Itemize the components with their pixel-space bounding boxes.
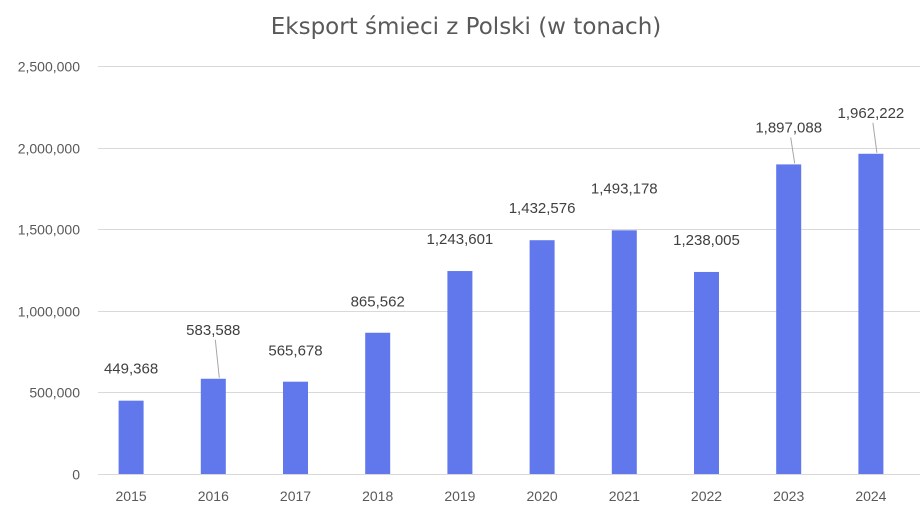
bars: [118, 153, 884, 474]
bar-2021: [611, 230, 637, 474]
data-label-leader-2023: [790, 137, 796, 164]
x-tick-label: 2019: [444, 488, 475, 504]
x-tick-label: 2015: [116, 488, 147, 504]
bar-2017: [283, 381, 308, 474]
bar-2016: [200, 378, 226, 474]
x-tick-label: 2018: [362, 488, 393, 504]
y-axis-ticks: 0 500,000 1,000,000 1,500,000 2,000,000 2,500…: [18, 59, 81, 483]
gridlines: [98, 66, 920, 475]
data-label-2017: 565,678: [268, 343, 322, 360]
x-tick-label: 2023: [773, 488, 804, 504]
data-label-2019: 1,243,601: [427, 231, 494, 248]
data-label-2021: 1,493,178: [591, 180, 658, 197]
bar-2015: [118, 400, 144, 474]
bar-2020: [529, 240, 555, 474]
chart-title: Eksport śmieci z Polski (w tonach): [271, 14, 662, 40]
data-label-2023: 1,897,088: [755, 119, 822, 136]
x-tick-label: 2016: [198, 488, 229, 504]
bar-2024: [858, 153, 884, 474]
y-tick-label: 0: [72, 467, 80, 483]
bar-2023: [776, 164, 802, 474]
data-label-leaders: [214, 122, 878, 378]
data-label-leader-2016: [214, 339, 220, 378]
x-tick-label: 2020: [527, 488, 558, 504]
bar-2022: [694, 271, 719, 474]
data-label-2018: 865,562: [351, 294, 405, 311]
bar-2018: [365, 332, 391, 474]
data-label-2020: 1,432,576: [509, 200, 576, 217]
bar-2019: [447, 271, 473, 474]
y-tick-label: 2,500,000: [18, 59, 80, 75]
data-label-leader-2024: [872, 122, 878, 153]
data-labels: 449,368 583,588 565,678 865,562 1,243,601 1,4…: [104, 105, 904, 378]
y-tick-label: 1,500,000: [18, 222, 80, 238]
y-tick-label: 1,000,000: [18, 304, 80, 320]
x-tick-label: 2017: [280, 488, 311, 504]
x-axis-ticks: 2015 2016 2017 2018 2019 2020 2021 2022 2023 2024: [116, 488, 887, 504]
x-tick-label: 2021: [609, 488, 640, 504]
data-label-2015: 449,368: [104, 361, 158, 378]
x-tick-label: 2022: [691, 488, 722, 504]
data-label-2024: 1,962,222: [838, 105, 905, 122]
data-label-2022: 1,238,005: [673, 232, 740, 249]
x-tick-label: 2024: [855, 488, 886, 504]
y-tick-label: 500,000: [29, 385, 80, 401]
y-tick-label: 2,000,000: [18, 141, 80, 157]
data-label-2016: 583,588: [186, 322, 240, 339]
